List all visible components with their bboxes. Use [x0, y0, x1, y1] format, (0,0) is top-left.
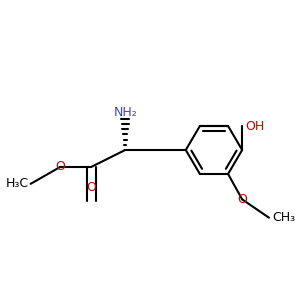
Text: O: O [237, 193, 247, 206]
Text: NH₂: NH₂ [113, 106, 137, 119]
Text: OH: OH [245, 119, 264, 133]
Text: H₃C: H₃C [6, 177, 29, 190]
Text: CH₃: CH₃ [272, 211, 295, 224]
Text: O: O [55, 160, 65, 173]
Text: O: O [86, 181, 96, 194]
